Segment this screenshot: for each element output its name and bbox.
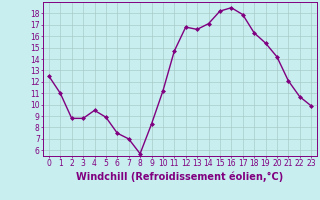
X-axis label: Windchill (Refroidissement éolien,°C): Windchill (Refroidissement éolien,°C) [76, 171, 284, 182]
